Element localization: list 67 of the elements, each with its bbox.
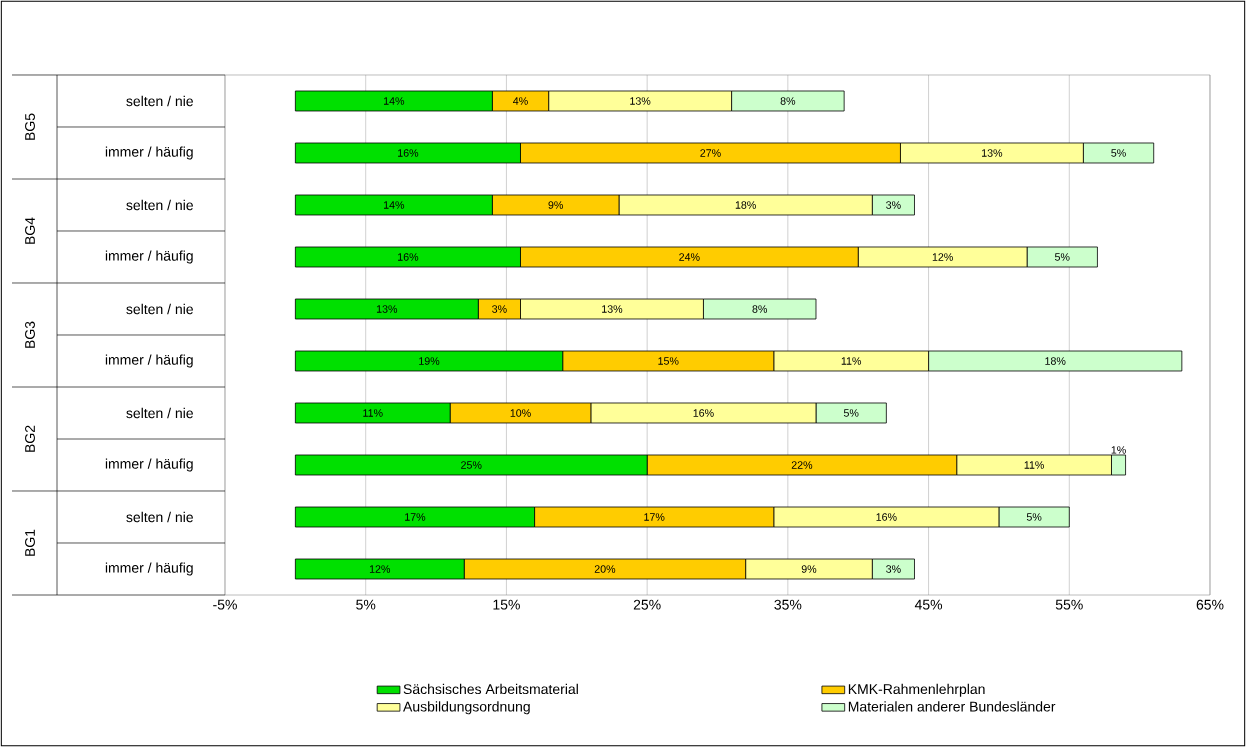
data-label: 9% [548, 201, 563, 209]
x-tick-label: 55% [1055, 599, 1083, 610]
data-label: 3% [492, 305, 507, 313]
y-tick-label: immer / häufig [105, 250, 193, 264]
data-label: 16% [398, 253, 419, 261]
data-label: 5% [1054, 253, 1070, 261]
data-label: 24% [679, 253, 700, 261]
data-label: 9% [801, 565, 817, 573]
data-label: 13% [376, 305, 398, 313]
x-tick-label: 45% [914, 599, 943, 610]
y-tick-label: immer / häufig [105, 146, 193, 160]
text: BG3 [25, 321, 35, 348]
data-label: 1% [1111, 446, 1126, 454]
data-label: 11% [1024, 461, 1044, 469]
text: BG2 [25, 425, 35, 452]
data-label: 3% [886, 565, 901, 573]
data-label: 18% [1045, 357, 1066, 365]
y-tick-label: selten / nie [126, 95, 193, 107]
data-label: 18% [735, 201, 756, 209]
x-tick-label: 35% [774, 599, 802, 610]
data-label: 12% [932, 253, 953, 261]
data-label: 5% [843, 409, 859, 417]
data-label: 8% [780, 97, 796, 105]
data-label: 13% [630, 97, 651, 105]
legend-label: Sächsisches Arbeitsmaterial [403, 683, 578, 695]
data-label: 27% [700, 149, 721, 157]
data-label: 11% [363, 409, 383, 417]
data-label: 5% [1111, 149, 1126, 157]
data-label: 3% [886, 201, 901, 209]
text: BG4 [25, 217, 35, 244]
legend-label: Materialen anderer Bundesländer [848, 701, 1056, 712]
data-label: 20% [594, 565, 616, 573]
y-tick-label: selten / nie [126, 407, 193, 419]
data-label: 16% [398, 149, 419, 157]
data-label: 14% [384, 97, 405, 105]
y-tick-label: immer / häufig [105, 354, 193, 368]
data-label: 15% [658, 357, 679, 365]
data-label: 17% [405, 513, 426, 521]
data-label: 19% [419, 357, 440, 365]
data-label: 25% [461, 461, 482, 469]
data-label: 10% [510, 409, 531, 417]
text: BG5 [25, 113, 35, 140]
data-label: 16% [876, 513, 897, 521]
x-tick-label: -5% [213, 599, 237, 610]
y-tick-label: immer / häufig [105, 458, 193, 472]
y-tick-label: selten / nie [126, 199, 193, 211]
data-label: 17% [644, 513, 665, 521]
legend-label: KMK-Rahmenlehrplan [848, 683, 985, 697]
x-tick-label: 65% [1196, 599, 1224, 610]
x-tick-label: 5% [356, 599, 376, 610]
y-tick-label: selten / nie [126, 511, 193, 523]
x-tick-label: 25% [633, 599, 661, 610]
text: BG1 [25, 529, 35, 556]
data-label: 11% [841, 357, 862, 365]
x-tick-label: 15% [493, 599, 520, 610]
data-label: 14% [384, 201, 405, 209]
data-label: 8% [752, 305, 768, 313]
data-label: 12% [369, 565, 391, 573]
legend-label: Ausbildungsordnung [403, 701, 530, 715]
data-label: 5% [1026, 513, 1042, 521]
y-tick-label: immer / häufig [105, 562, 193, 576]
data-label: 16% [693, 409, 714, 417]
data-label: 13% [602, 305, 623, 313]
data-label: 22% [791, 461, 813, 469]
data-label: 4% [513, 97, 528, 105]
data-label: 13% [982, 149, 1003, 157]
y-tick-label: selten / nie [126, 303, 193, 315]
